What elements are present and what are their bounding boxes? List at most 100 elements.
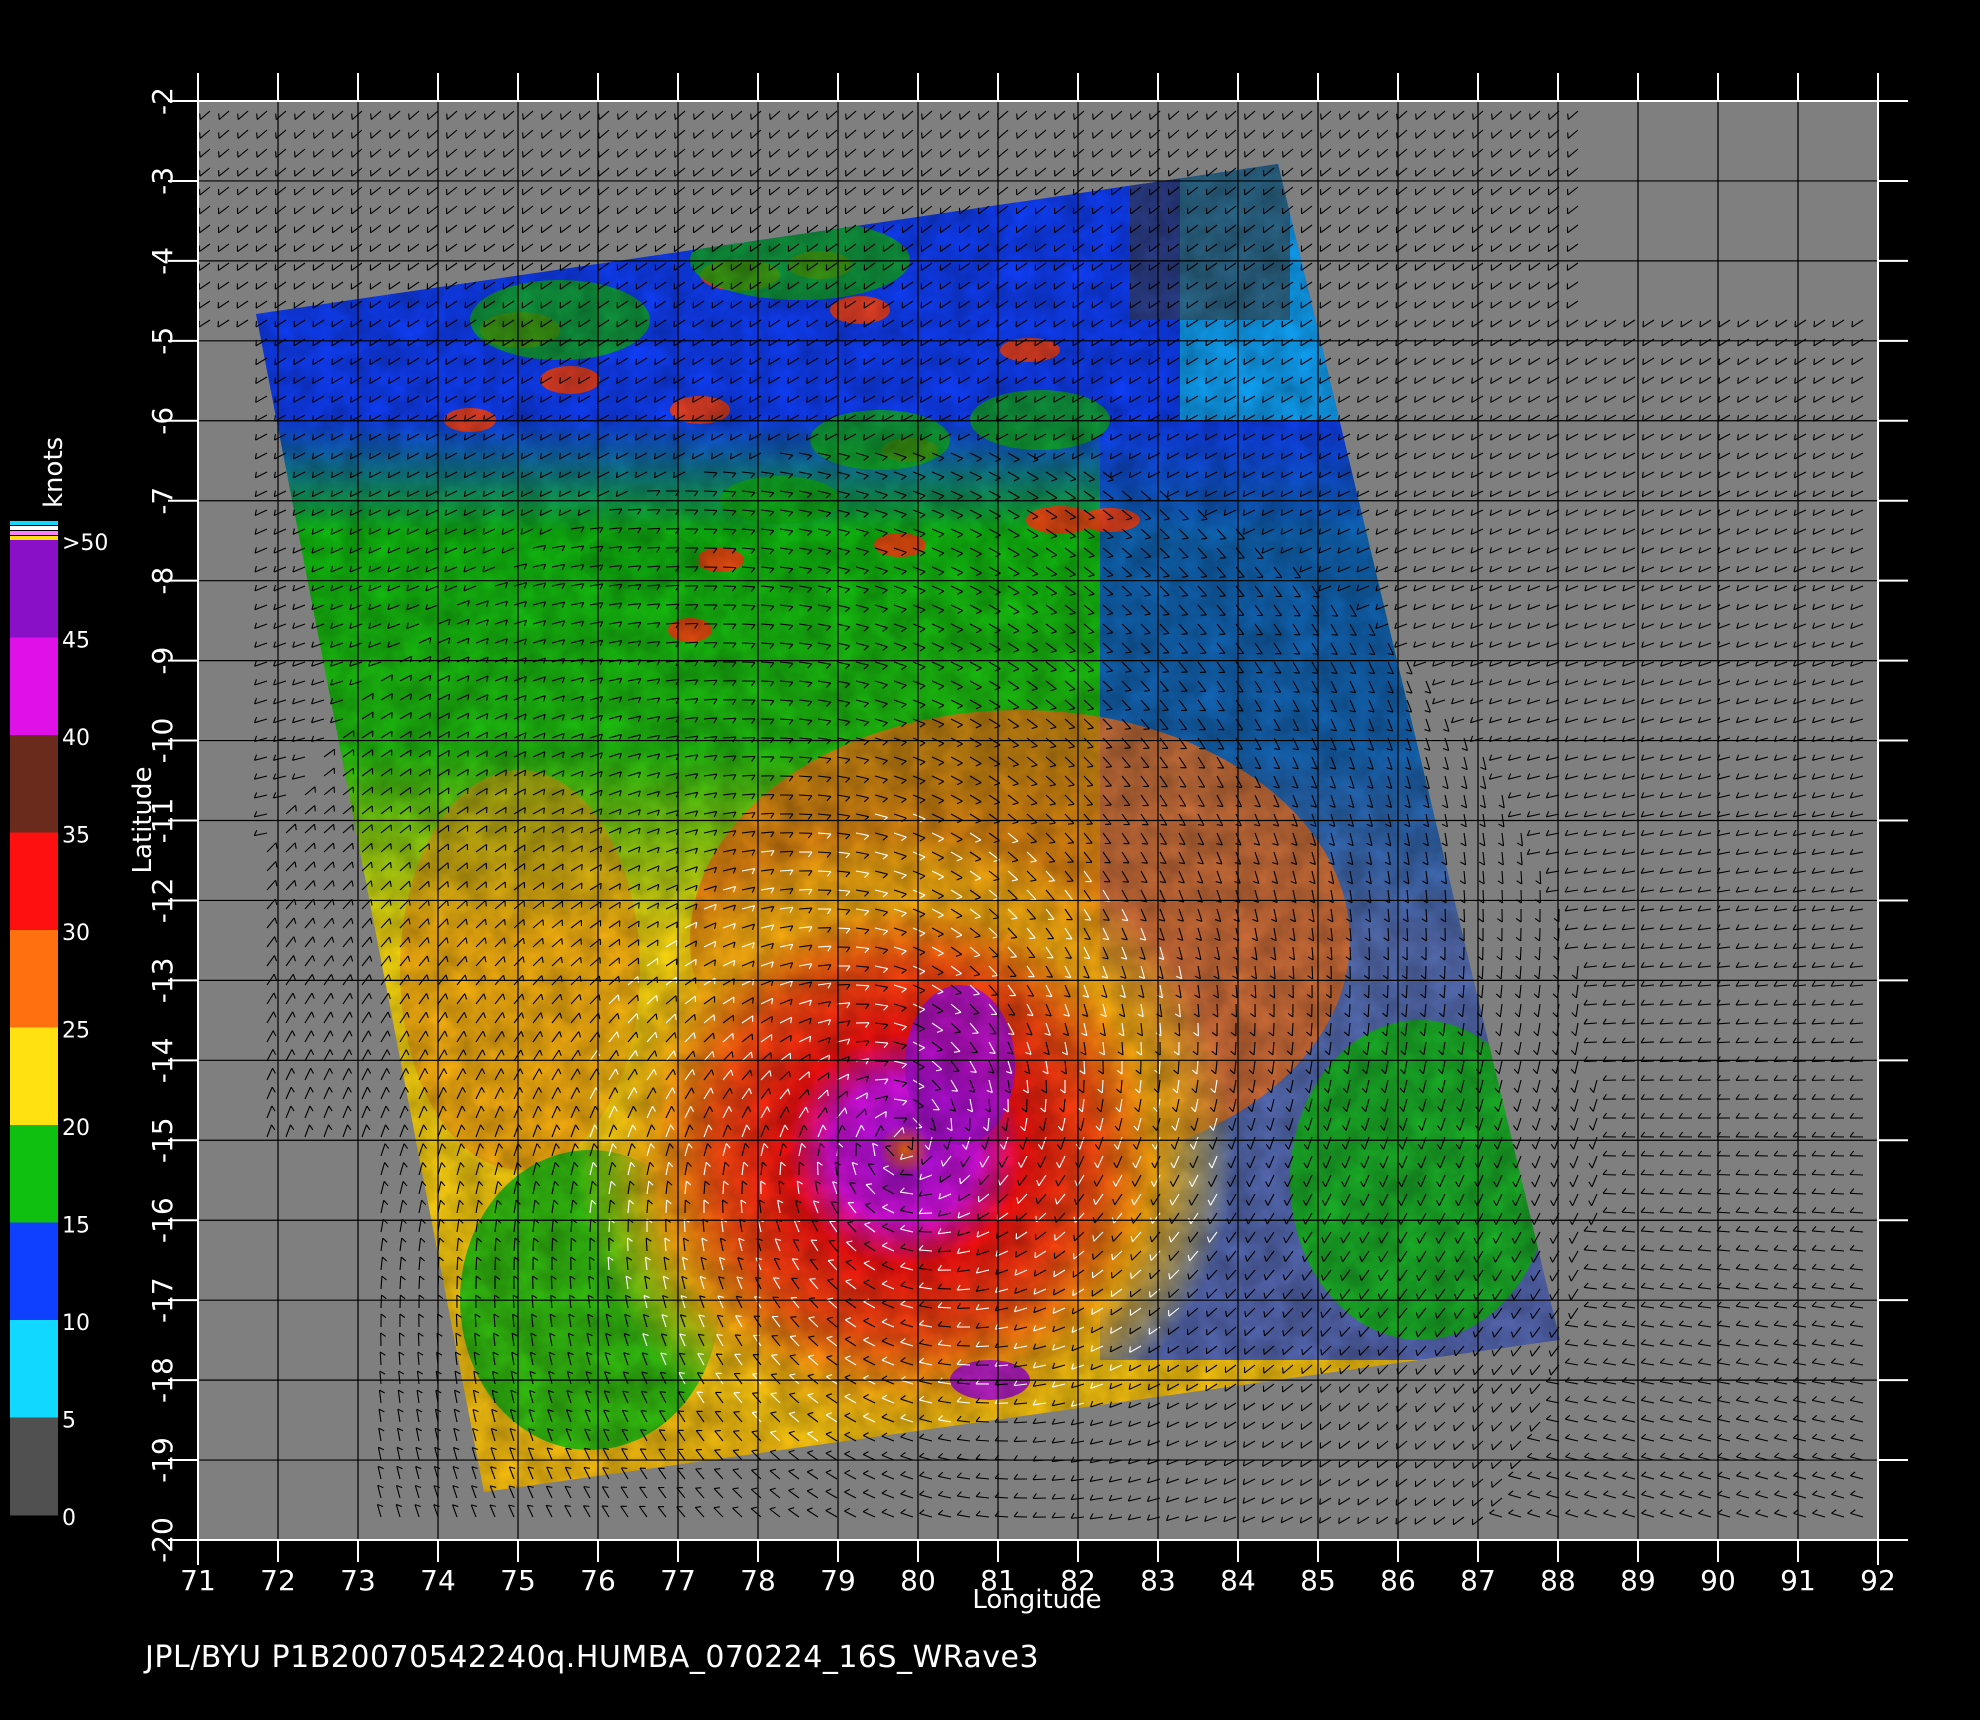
wind-barb xyxy=(1566,357,1579,366)
wind-barb-flag xyxy=(502,358,504,365)
wind-barb-flag xyxy=(1698,584,1701,591)
wind-barb-flag xyxy=(975,591,982,596)
wind-barb-flag xyxy=(313,113,315,120)
wind-barb xyxy=(539,509,553,516)
wind-barb xyxy=(1299,509,1313,516)
wind-barb xyxy=(1547,338,1560,347)
wind-barb xyxy=(1755,528,1769,535)
wind-barb-flag xyxy=(1451,641,1454,648)
wind-barb xyxy=(722,566,737,569)
wind-barb-flag xyxy=(1181,633,1188,635)
wind-barb xyxy=(1091,452,1104,460)
wind-barb xyxy=(1851,471,1864,479)
wind-barb xyxy=(1812,566,1826,573)
wind-barb-flag xyxy=(1470,641,1473,648)
wind-barb xyxy=(1225,148,1237,158)
wind-barbs xyxy=(198,110,1864,1526)
wind-barb xyxy=(1349,604,1357,617)
wind-barb xyxy=(864,224,876,234)
wind-barb xyxy=(874,471,888,477)
wind-barb-flag xyxy=(1376,358,1378,365)
wind-barb xyxy=(893,528,907,534)
wind-barb-flag xyxy=(1109,471,1112,478)
wind-barb xyxy=(1092,205,1104,215)
wind-barb-flag xyxy=(501,471,504,478)
wind-barb-flag xyxy=(1300,358,1302,365)
wind-barb xyxy=(617,205,629,215)
wind-barb xyxy=(1661,395,1674,403)
wind-barb-flag xyxy=(1051,497,1058,501)
wind-barb xyxy=(627,640,641,644)
wind-barb xyxy=(521,471,534,479)
wind-barb xyxy=(274,281,287,290)
wind-barb-flag xyxy=(1125,594,1132,597)
wind-barb xyxy=(1622,528,1636,535)
wind-barb-flag xyxy=(1128,452,1131,460)
wind-barb-flag xyxy=(448,637,451,644)
wind-barb-flag xyxy=(523,601,528,608)
wind-barb xyxy=(931,452,945,459)
wind-barb xyxy=(817,452,831,457)
wind-barb xyxy=(939,357,952,366)
wind-barb-flag xyxy=(1144,517,1151,521)
wind-barb-flag xyxy=(1200,595,1207,597)
wind-barb-flag xyxy=(1527,528,1530,535)
wind-barb-flag xyxy=(312,358,314,365)
wind-barb xyxy=(1262,376,1275,385)
wind-barb xyxy=(312,490,325,498)
wind-barb-flag xyxy=(292,584,295,591)
wind-barb-flag xyxy=(1736,547,1739,554)
wind-barb-flag xyxy=(1584,547,1587,554)
wind-barb xyxy=(502,281,515,290)
wind-barb xyxy=(579,186,591,196)
wind-barb xyxy=(1244,148,1256,158)
wind-barb xyxy=(1470,623,1484,630)
wind-barb-flag xyxy=(1050,650,1057,654)
wind-barb-flag xyxy=(502,396,504,403)
wind-barb xyxy=(1357,471,1370,479)
wind-barb-flag xyxy=(1185,452,1188,460)
wind-barb xyxy=(1756,319,1769,328)
wind-barb xyxy=(712,186,724,196)
wind-barb-flag xyxy=(788,625,794,631)
wind-barb-flag xyxy=(444,509,447,516)
wind-barb-flag xyxy=(1755,622,1758,629)
wind-barb xyxy=(749,281,762,290)
wind-barb xyxy=(712,243,724,253)
wind-barb xyxy=(950,604,963,612)
wind-barb xyxy=(1491,205,1503,215)
wind-barb-flag xyxy=(311,452,314,460)
wind-barb xyxy=(1339,205,1351,215)
wind-barb xyxy=(578,490,591,498)
wind-barb-flag xyxy=(1434,113,1436,120)
wind-barb xyxy=(1813,490,1826,498)
wind-barb xyxy=(502,395,515,403)
wind-barb xyxy=(863,300,876,309)
wind-barb-flag xyxy=(1470,622,1473,629)
wind-barb xyxy=(570,564,584,568)
wind-barb xyxy=(482,547,496,554)
wind-barb xyxy=(559,433,572,441)
wind-barb xyxy=(1698,623,1712,630)
wind-barb xyxy=(769,243,781,253)
wind-barb xyxy=(931,623,945,630)
wind-barb-flag xyxy=(1793,547,1796,554)
wind-barb xyxy=(255,471,268,479)
wind-barb-flag xyxy=(787,396,789,403)
wind-barb xyxy=(750,110,762,120)
wind-barb-flag xyxy=(483,377,485,384)
wind-barb-flag xyxy=(1831,452,1834,460)
wind-barb xyxy=(978,110,990,120)
wind-barb xyxy=(501,528,515,535)
wind-barb xyxy=(1375,547,1389,554)
wind-barb-flag xyxy=(694,641,699,648)
wind-barb xyxy=(1035,262,1047,271)
wind-barb-flag xyxy=(958,396,960,403)
wind-barb xyxy=(1775,395,1788,403)
wind-barb xyxy=(1357,433,1370,441)
wind-barb xyxy=(502,471,515,479)
wind-barb xyxy=(1414,281,1427,290)
wind-barb xyxy=(408,148,420,158)
wind-barb xyxy=(893,547,907,553)
wind-barb-flag xyxy=(656,641,661,647)
